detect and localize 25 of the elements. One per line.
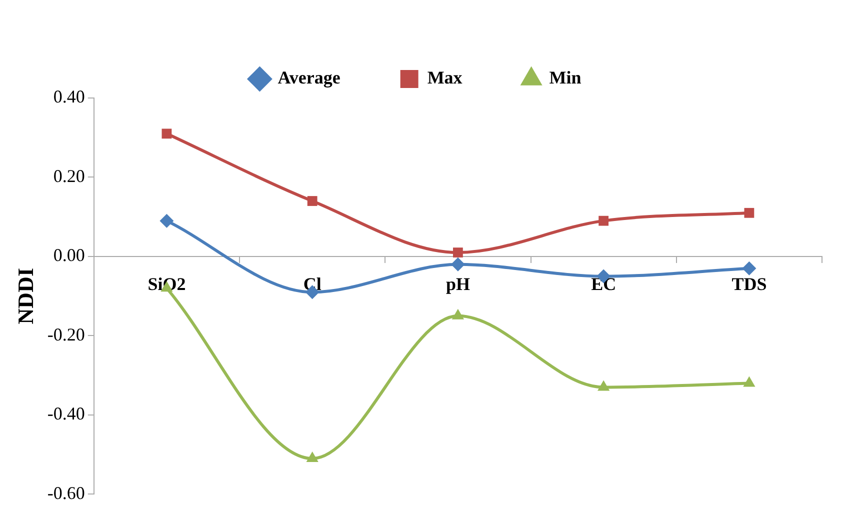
point xyxy=(307,196,318,206)
x-tick-label: EC xyxy=(591,274,616,294)
y-axis-title: NDDI xyxy=(12,268,38,324)
y-tick-label: -0.40 xyxy=(47,404,85,424)
point xyxy=(598,380,610,391)
y-tick-label: 0.40 xyxy=(53,86,85,107)
x-tick-label: pH xyxy=(446,274,470,294)
point xyxy=(743,376,756,387)
legend-label: Average xyxy=(278,68,340,88)
point xyxy=(160,214,174,228)
point xyxy=(744,208,754,218)
point xyxy=(162,128,172,139)
y-tick-label: -0.60 xyxy=(47,482,85,503)
point xyxy=(453,248,463,258)
y-tick-label: 0.20 xyxy=(53,166,85,186)
y-tick-label: -0.20 xyxy=(47,324,85,344)
point xyxy=(452,308,464,320)
point xyxy=(306,452,318,462)
y-tick-label: 0.00 xyxy=(53,245,85,266)
point xyxy=(450,257,465,272)
point xyxy=(598,216,609,226)
legend-label: Min xyxy=(549,68,582,88)
x-tick-label: TDS xyxy=(732,274,767,294)
point xyxy=(742,261,756,276)
legend-label: Max xyxy=(427,68,462,88)
